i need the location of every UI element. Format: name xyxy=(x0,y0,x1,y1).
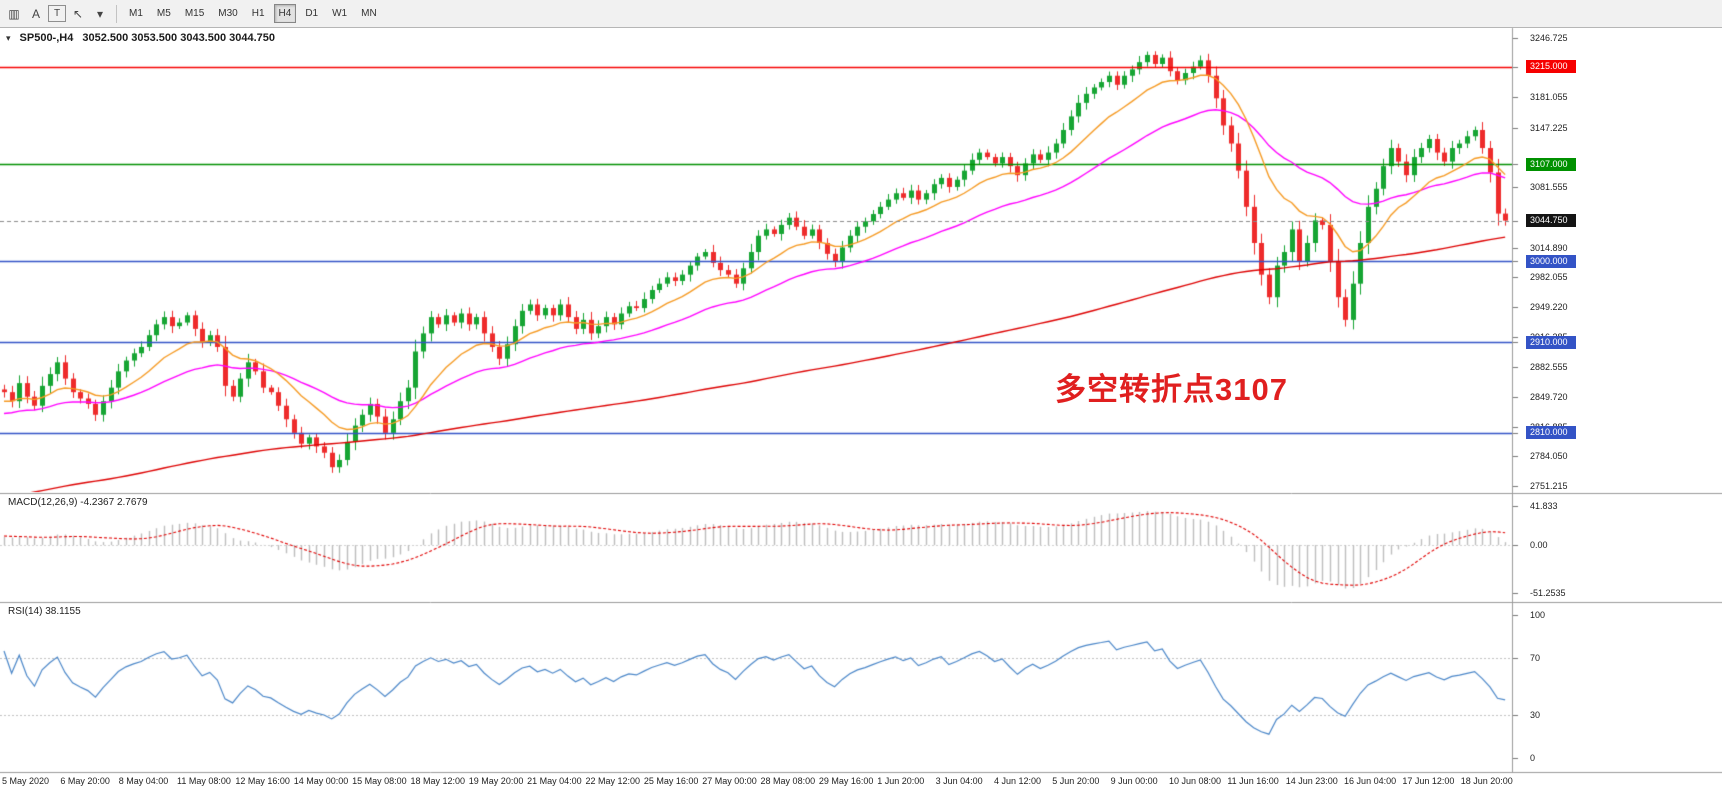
time-axis-label: 17 Jun 12:00 xyxy=(1402,776,1455,786)
price-tick-label: 3014.890 xyxy=(1530,242,1568,253)
price-tick-label: 2751.215 xyxy=(1530,481,1568,491)
time-axis-label: 22 May 12:00 xyxy=(585,776,641,786)
time-axis-label: 5 Jun 20:00 xyxy=(1052,776,1100,786)
time-axis-label: 18 May 12:00 xyxy=(410,776,465,786)
rsi-axis-label: 100 xyxy=(1530,610,1546,620)
time-axis-label: 29 May 16:00 xyxy=(818,776,874,786)
price-tick-label: 2949.220 xyxy=(1530,301,1568,312)
price-tick-label: 3246.725 xyxy=(1530,33,1568,43)
time-axis-label: 16 Jun 04:00 xyxy=(1344,776,1397,786)
rsi-axis-label: 70 xyxy=(1530,652,1541,663)
level-price-label: 3107.000 xyxy=(1526,157,1576,171)
level-price-label: 3215.000 xyxy=(1526,60,1576,74)
macd-axis-label: 41.833 xyxy=(1530,501,1558,511)
chart-annotation-text: 多空转折点3107 xyxy=(1055,372,1288,407)
time-axis-label: 12 May 16:00 xyxy=(235,776,290,786)
chart-header: ▾ SP500-,H4 3052.500 3053.500 3043.500 3… xyxy=(6,32,275,44)
time-axis-label: 3 Jun 04:00 xyxy=(935,776,983,786)
macd-axis-label: 0.00 xyxy=(1530,540,1548,551)
level-price-label: 2810.000 xyxy=(1526,426,1576,440)
one-click-trading-toggle[interactable]: ▾ xyxy=(6,32,11,43)
chart-symbol-title: SP500-,H4 xyxy=(19,32,74,44)
time-axis-label: 11 May 08:00 xyxy=(177,776,231,786)
price-tick-label: 2784.050 xyxy=(1530,451,1568,462)
time-axis-label: 6 May 20:00 xyxy=(60,776,110,786)
time-axis-label: 15 May 08:00 xyxy=(352,776,407,786)
current-price-label: 3044.750 xyxy=(1526,214,1576,228)
macd-indicator-label: MACD(12,26,9) -4.2367 2.7679 xyxy=(8,497,148,508)
price-tick-label: 3147.225 xyxy=(1530,122,1568,133)
time-axis-label: 14 Jun 23:00 xyxy=(1285,776,1338,786)
rsi-indicator-label: RSI(14) 38.1155 xyxy=(8,606,81,617)
price-tick-label: 2849.720 xyxy=(1530,391,1568,402)
price-tick-label: 3081.555 xyxy=(1530,182,1568,193)
rsi-axis-label: 0 xyxy=(1530,753,1536,763)
time-axis-label: 8 May 04:00 xyxy=(118,776,169,786)
time-axis-label: 21 May 04:00 xyxy=(527,776,582,786)
time-axis-label: 9 Jun 00:00 xyxy=(1110,776,1158,786)
time-axis-label: 25 May 16:00 xyxy=(643,776,699,786)
time-axis-label: 14 May 00:00 xyxy=(293,776,349,786)
time-axis-label: 27 May 00:00 xyxy=(702,776,757,786)
price-tick-label: 2982.055 xyxy=(1530,272,1568,283)
level-price-label: 3000.000 xyxy=(1526,254,1576,268)
chart-ohlc-values: 3052.500 3053.500 3043.500 3044.750 xyxy=(82,32,276,44)
time-axis-label: 28 May 08:00 xyxy=(760,776,816,786)
rsi-axis-label: 30 xyxy=(1530,710,1541,721)
time-axis-label: 10 Jun 08:00 xyxy=(1169,776,1222,786)
price-tick-label: 3181.055 xyxy=(1530,92,1568,103)
price-tick-label: 2882.555 xyxy=(1530,362,1568,373)
time-axis-label: 19 May 20:00 xyxy=(468,776,524,786)
time-axis-label: 18 Jun 20:00 xyxy=(1460,776,1513,786)
time-axis-label: 11 Jun 16:00 xyxy=(1227,776,1279,786)
time-axis-label: 5 May 2020 xyxy=(2,776,50,786)
level-price-label: 2910.000 xyxy=(1526,335,1576,349)
time-axis-label: 4 Jun 12:00 xyxy=(993,776,1041,786)
time-axis-label: 1 Jun 20:00 xyxy=(877,776,925,786)
macd-axis-label: -51.2535 xyxy=(1530,588,1566,598)
